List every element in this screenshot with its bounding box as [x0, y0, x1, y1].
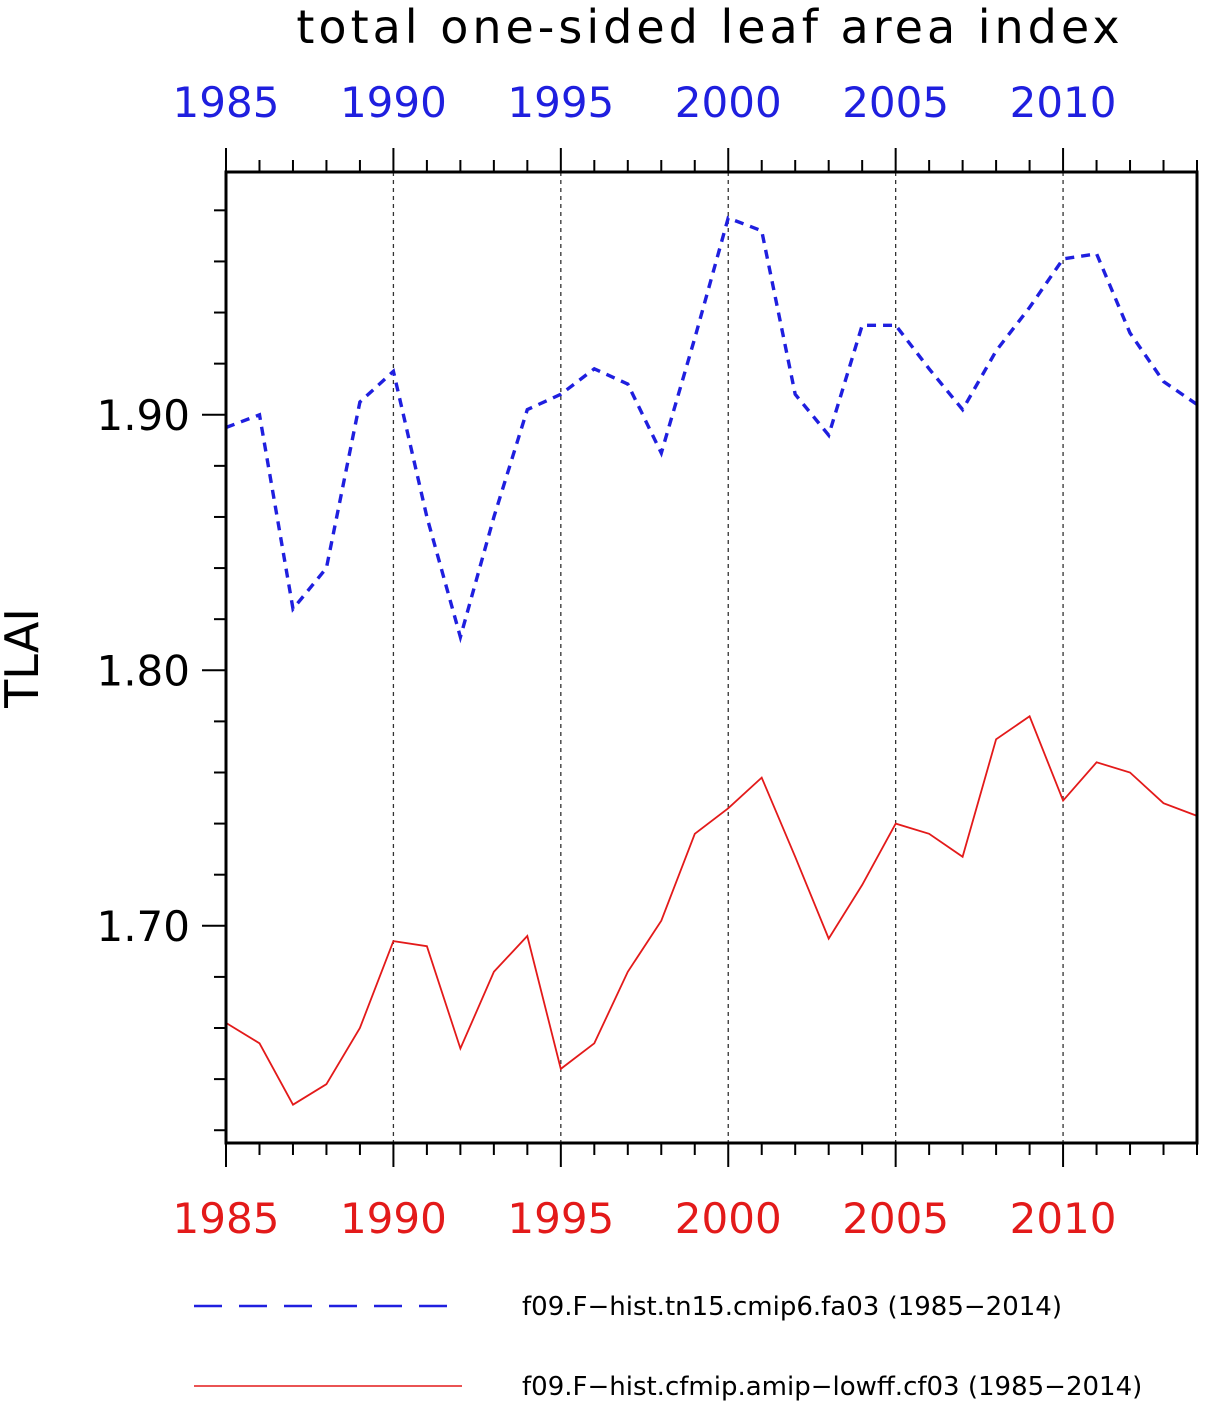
top-x-label-2005: 2005 [842, 78, 949, 127]
top-x-label-2010: 2010 [1010, 78, 1117, 127]
axis-ticks [202, 148, 1198, 1167]
bottom-x-label-2005: 2005 [842, 1194, 949, 1243]
plot-frame [224, 170, 1199, 1145]
series-layer [225, 215, 1198, 1106]
bottom-x-axis-labels: 1985 1990 1995 2000 2005 2010 [173, 1194, 1117, 1243]
bottom-x-label-1990: 1990 [340, 1194, 447, 1243]
legend: f09.F−hist.tn15.cmip6.fa03 (1985−2014) f0… [194, 1292, 1142, 1402]
series-line-2 [225, 714, 1198, 1106]
y-axis-tick-labels: 1.70 1.80 1.90 [96, 391, 190, 951]
top-x-label-1985: 1985 [173, 78, 280, 127]
series-line-1 [225, 215, 1198, 644]
y-tick-label-1.9: 1.90 [96, 391, 190, 440]
chart-title: total one-sided leaf area index [296, 0, 1123, 54]
legend-label-2: f09.F−hist.cfmip.amip−lowff.cf03 (1985−2… [522, 1372, 1142, 1402]
top-x-label-1995: 1995 [507, 78, 614, 127]
y-axis-label: TLAI [0, 608, 49, 709]
bottom-x-label-2000: 2000 [675, 1194, 782, 1243]
vertical-gridlines [392, 172, 1064, 1143]
top-x-label-1990: 1990 [340, 78, 447, 127]
legend-label-1: f09.F−hist.tn15.cmip6.fa03 (1985−2014) [522, 1292, 1062, 1322]
bottom-x-label-2010: 2010 [1010, 1194, 1117, 1243]
bottom-x-label-1995: 1995 [507, 1194, 614, 1243]
bottom-x-label-1985: 1985 [173, 1194, 280, 1243]
top-x-axis-labels: 1985 1990 1995 2000 2005 2010 [173, 78, 1117, 127]
y-tick-label-1.7: 1.70 [96, 902, 190, 951]
y-tick-label-1.8: 1.80 [96, 646, 190, 695]
top-x-label-2000: 2000 [675, 78, 782, 127]
